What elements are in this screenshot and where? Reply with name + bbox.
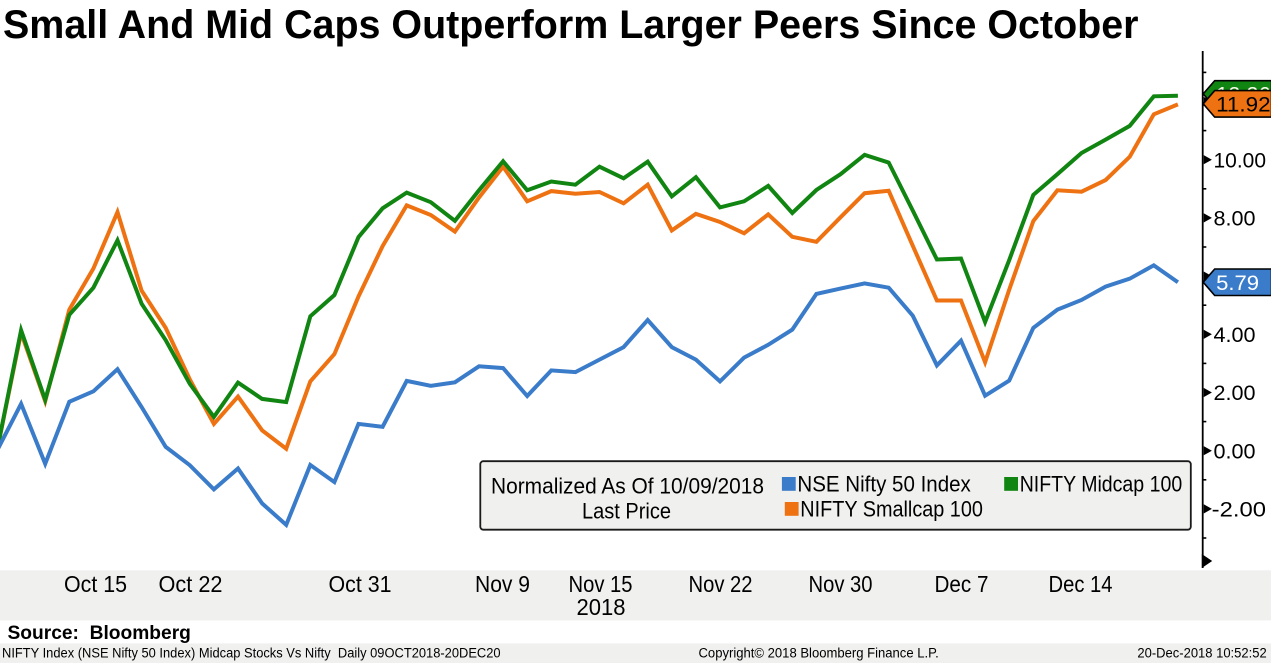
svg-text:2.00: 2.00 xyxy=(1214,381,1256,405)
svg-text:2018: 2018 xyxy=(577,594,626,620)
svg-text:Small And Mid Caps Outperform: Small And Mid Caps Outperform Larger Pee… xyxy=(3,3,1139,47)
svg-text:10.00: 10.00 xyxy=(1214,148,1267,172)
svg-text:8.00: 8.00 xyxy=(1214,207,1256,231)
svg-text:11.92: 11.92 xyxy=(1216,93,1271,117)
svg-text:Nov 9: Nov 9 xyxy=(475,571,530,597)
svg-text:NSE Nifty 50 Index: NSE Nifty 50 Index xyxy=(797,472,971,497)
svg-text:Dec 14: Dec 14 xyxy=(1049,571,1113,597)
svg-text:NIFTY Smallcap 100: NIFTY Smallcap 100 xyxy=(800,496,983,521)
svg-text:Last Price: Last Price xyxy=(582,498,671,523)
svg-text:5.79: 5.79 xyxy=(1216,271,1259,295)
svg-text:Source: Bloomberg: Source: Bloomberg xyxy=(8,622,191,644)
svg-text:NIFTY Index (NSE Nifty 50 Inde: NIFTY Index (NSE Nifty 50 Index) Midcap … xyxy=(2,646,501,661)
svg-text:4.00: 4.00 xyxy=(1214,323,1256,347)
svg-text:Dec 7: Dec 7 xyxy=(935,571,989,597)
svg-text:Oct 15: Oct 15 xyxy=(64,571,127,597)
svg-text:Normalized As Of 10/09/2018: Normalized As Of 10/09/2018 xyxy=(491,474,764,499)
svg-text:Nov 30: Nov 30 xyxy=(809,571,873,597)
svg-text:-2.00: -2.00 xyxy=(1212,498,1266,522)
svg-text:Oct 31: Oct 31 xyxy=(329,571,392,597)
svg-text:NIFTY Midcap 100: NIFTY Midcap 100 xyxy=(1020,472,1182,497)
svg-text:Oct 22: Oct 22 xyxy=(159,571,223,597)
svg-text:20-Dec-2018 10:52:52: 20-Dec-2018 10:52:52 xyxy=(1137,646,1266,661)
svg-text:Copyright© 2018 Bloomberg Fina: Copyright© 2018 Bloomberg Finance L.P. xyxy=(699,646,939,661)
svg-text:Nov 15: Nov 15 xyxy=(569,571,633,597)
svg-text:Nov 22: Nov 22 xyxy=(689,571,753,597)
svg-text:0.00: 0.00 xyxy=(1214,439,1256,463)
